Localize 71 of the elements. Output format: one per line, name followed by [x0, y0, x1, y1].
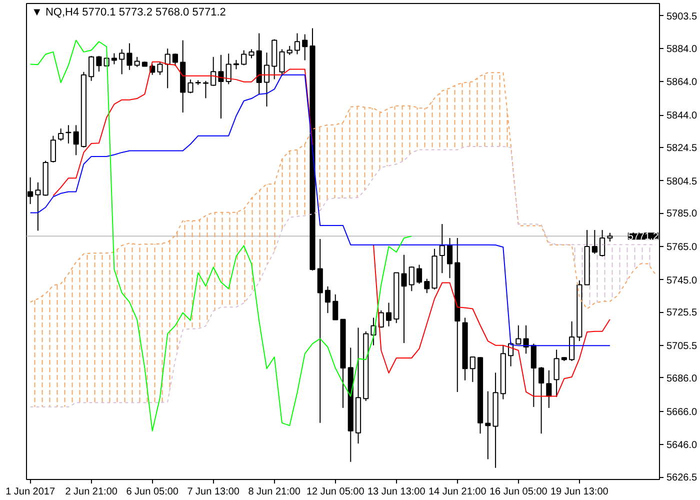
candlestick — [58, 128, 64, 142]
candlestick — [157, 61, 163, 76]
candlestick — [119, 48, 125, 75]
y-tick-label: 5844.0 — [666, 110, 698, 122]
y-tick-label: 5705.5 — [666, 341, 698, 352]
candlestick — [241, 50, 247, 66]
x-tick-label: 6 Jun 05:00 — [126, 486, 179, 498]
x-tick-label: 12 Jun 05:00 — [306, 486, 365, 498]
candlestick — [279, 48, 285, 76]
candlestick — [600, 230, 606, 257]
candlestick — [424, 278, 430, 294]
candlestick — [134, 56, 140, 68]
candlestick — [324, 286, 331, 314]
y-tick-label: 5824.5 — [666, 142, 698, 154]
y-tick-label: 5745.0 — [666, 275, 698, 286]
candlestick — [523, 324, 529, 354]
candlestick — [294, 32, 300, 55]
candlestick — [264, 52, 270, 108]
x-tick-label: 19 Jun 13:00 — [550, 486, 609, 498]
candlestick — [446, 238, 453, 279]
candlestick — [439, 224, 445, 274]
candlestick — [485, 390, 491, 460]
y-tick-label: 5725.5 — [666, 308, 698, 319]
candlestick — [401, 254, 407, 344]
candlestick — [88, 55, 94, 82]
y-tick-label: 5765.0 — [666, 242, 698, 253]
candlestick — [386, 302, 392, 327]
candlestick — [50, 135, 56, 163]
y-tick-label: 5626.5 — [666, 472, 698, 484]
candlestick — [302, 34, 308, 61]
y-tick-label: 5884.0 — [666, 44, 698, 55]
y-tick-label: 5785.0 — [666, 208, 698, 220]
candlestick — [35, 182, 41, 232]
x-tick-label: 1 Jun 2017 — [6, 486, 56, 498]
candlestick — [569, 320, 575, 362]
chart-title: ▼ NQ,H4 5770.1 5773.2 5768.0 5771.2 — [32, 6, 226, 18]
candlestick — [210, 56, 216, 86]
candlestick — [408, 266, 414, 292]
y-tick-label: 5666.0 — [666, 406, 698, 418]
candlestick — [332, 294, 338, 320]
x-tick-label: 16 Jun 05:00 — [489, 486, 548, 498]
candlestick — [516, 324, 522, 345]
candlestick — [172, 53, 178, 66]
candlestick — [470, 356, 476, 382]
candlestick — [218, 54, 224, 120]
line-series — [30, 40, 412, 432]
candlestick — [592, 230, 598, 254]
candlestick — [554, 349, 560, 398]
y-tick-label: 5903.5 — [666, 11, 698, 22]
candlestick — [96, 55, 102, 72]
y-tick-label: 5686.0 — [666, 373, 698, 384]
x-tick-label: 7 Jun 13:00 — [187, 486, 240, 498]
candlestick — [416, 264, 422, 284]
line-series — [30, 72, 656, 310]
x-tick-label: 13 Jun 13:00 — [367, 486, 426, 498]
candlestick — [317, 238, 323, 424]
candlestick — [73, 124, 79, 156]
x-tick-label: 2 Jun 21:00 — [65, 486, 118, 498]
candlestick — [538, 366, 544, 434]
candlestick — [233, 59, 240, 70]
y-tick-label: 5864.0 — [666, 77, 698, 88]
y-tick-label: 5646.0 — [666, 440, 698, 452]
candlestick — [546, 370, 552, 408]
y-tick-label: 5804.5 — [666, 176, 698, 188]
candlestick — [188, 79, 194, 94]
candlestick — [126, 42, 132, 70]
x-tick-label: 8 Jun 21:00 — [248, 486, 301, 498]
candlestick — [111, 52, 117, 65]
candlestick — [226, 53, 232, 85]
candlestick — [530, 343, 536, 408]
x-tick-label: 14 Jun 21:00 — [428, 486, 487, 498]
